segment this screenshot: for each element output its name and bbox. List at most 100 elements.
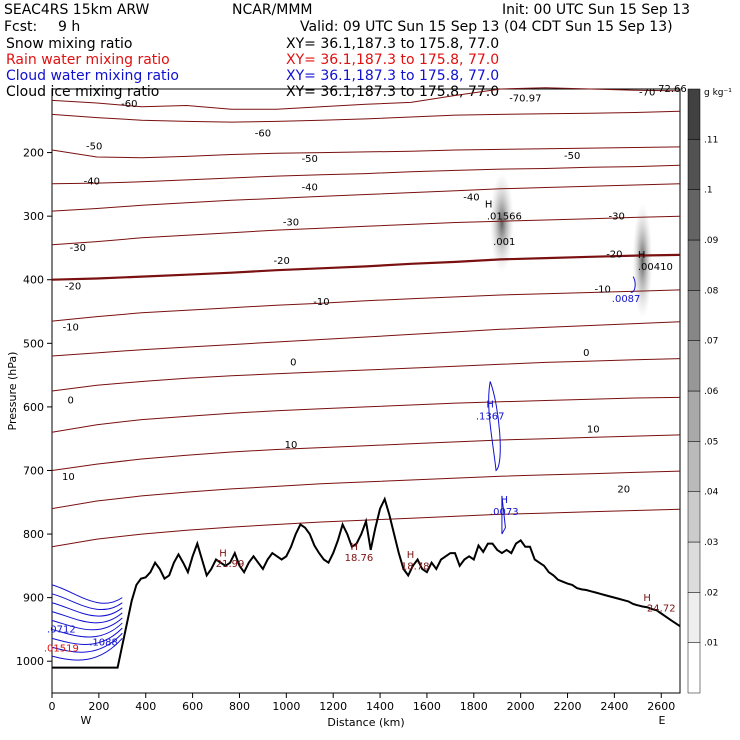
plot-frame (51, 88, 681, 694)
temperature-label: -40 (302, 183, 318, 194)
y-tick-label: 400 (23, 274, 44, 287)
y-axis-label: Pressure (hPa) (6, 352, 19, 431)
cloud-water-contour (501, 495, 506, 535)
maximum-label: H (219, 548, 227, 559)
rain-water-label: .01519 (44, 644, 79, 655)
field-name: Rain water mixing ratio (6, 52, 170, 68)
temperature-label: -50 (564, 151, 580, 162)
colorbar: .01 .02 .03 .04 .05 .06 .07 .08 .09 .1 .11 g kg⁻¹ (687, 88, 732, 694)
cloud-water-contour (51, 584, 123, 604)
colorbar-bin (687, 390, 701, 442)
temperature-contour (51, 87, 681, 110)
temperature-contour (51, 396, 681, 433)
colorbar-label: .04 (704, 488, 719, 498)
cloud-water-contour (51, 632, 123, 653)
temperature-label: 10 (62, 472, 75, 483)
temperature-contours (51, 87, 681, 548)
temperature-label: -20 (65, 281, 81, 292)
temperature-label: -30 (609, 211, 625, 222)
cloud-water-label: .0712 (47, 625, 76, 636)
temperature-contour (51, 183, 681, 212)
colorbar-label: .1 (704, 186, 713, 196)
cloud-ice-shading (489, 172, 653, 319)
temperature-label: -10 (313, 297, 329, 308)
cloud-water-contour (51, 637, 123, 661)
temperature-label: -30 (70, 243, 86, 254)
y-tick-label: 500 (23, 337, 44, 350)
colorbar-label: .07 (704, 337, 718, 347)
cloud-water-max-h: H (500, 495, 508, 506)
colorbar-bin (687, 541, 701, 593)
x-tick-label: 2200 (554, 700, 582, 713)
temperature-label: -60 (121, 99, 137, 110)
model-title: SEAC4RS 15km ARW (4, 2, 150, 18)
cloud-water-contour (51, 617, 123, 631)
temperature-contour (51, 253, 681, 281)
cloud-water-max-h: H (486, 400, 494, 411)
colorbar-bin (687, 189, 701, 241)
temperature-label: -30 (283, 218, 299, 229)
snow-max-h: H (485, 199, 493, 210)
colorbar-label: .08 (704, 286, 719, 296)
field-name: Cloud ice mixing ratio (6, 84, 159, 100)
y-tick-label: 600 (23, 401, 44, 414)
maximum-label: H (351, 542, 359, 553)
temperature-label: -50 (302, 154, 318, 165)
field-xy: XY= 36.1,187.3 to 175.8, 77.0 (286, 68, 499, 84)
temperature-contour (51, 470, 681, 510)
temperature-contour (51, 215, 681, 246)
colorbar-label: .01 (704, 639, 718, 649)
ice-max-h: H (638, 250, 646, 261)
colorbar-label: .02 (704, 588, 718, 598)
temperature-label: 0 (290, 358, 296, 369)
temperature-label: 20 (617, 485, 630, 496)
x-tick-label: 800 (229, 700, 250, 713)
colorbar-label: .06 (704, 387, 719, 397)
temperature-contour (51, 358, 681, 392)
x-tick-label: 1200 (319, 700, 347, 713)
temperature-label: -70.97 (509, 94, 541, 105)
temperature-contour (51, 289, 681, 322)
terrain-line (52, 496, 681, 669)
y-tick-label: 800 (23, 528, 44, 541)
y-tick-label: 900 (23, 592, 44, 605)
temperature-label: 10 (285, 440, 298, 451)
snow-shading (489, 172, 514, 273)
x-tick-label: 1400 (366, 700, 394, 713)
field-xy: XY= 36.1,187.3 to 175.8, 77.0 (286, 84, 499, 100)
x-tick-label: 2400 (600, 700, 628, 713)
colorbar-bin (687, 642, 701, 694)
x-tick-label: 200 (88, 700, 109, 713)
colorbar-label: .09 (704, 236, 719, 246)
x-tick-label: 2600 (647, 700, 675, 713)
ice-max-label: .00410 (638, 262, 673, 273)
x-axis-label: Distance (km) (327, 716, 404, 729)
y-tick-label: 700 (23, 464, 44, 477)
terrain (52, 496, 681, 669)
cloud-water-contour (630, 276, 636, 293)
init-time: Init: 00 UTC Sun 15 Sep 13 (502, 2, 690, 18)
cloud-water-label: .1088 (89, 637, 118, 648)
x-left-label: W (81, 714, 92, 727)
colorbar-unit: g kg⁻¹ (704, 88, 732, 98)
x-tick-label: 0 (49, 700, 56, 713)
colorbar-label: .03 (704, 538, 718, 548)
temperature-label: 0 (68, 396, 74, 407)
temperature-label: 0 (583, 348, 589, 359)
colorbar-bin (687, 239, 701, 291)
ice-shading (632, 202, 653, 319)
temperature-label: -72.66 (655, 84, 687, 95)
maximum-label: 18.76 (345, 553, 374, 564)
cloud-water-contour (51, 593, 123, 611)
temperature-contour (51, 434, 681, 471)
cloud-water-contour (51, 611, 123, 624)
y-tick-label: 300 (23, 210, 44, 223)
cloud-water-contour (488, 381, 501, 472)
temperature-label: -20 (606, 249, 622, 260)
temperature-label: -10 (63, 323, 79, 334)
cloud-water-contour (51, 622, 123, 638)
colorbar-bin (687, 491, 701, 543)
temperature-label: -40 (84, 176, 100, 187)
maximum-label: 18.78 (401, 562, 430, 573)
